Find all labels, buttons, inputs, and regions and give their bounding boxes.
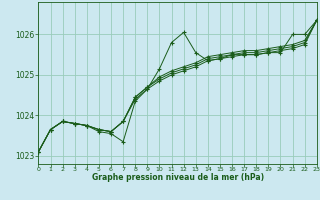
- X-axis label: Graphe pression niveau de la mer (hPa): Graphe pression niveau de la mer (hPa): [92, 173, 264, 182]
